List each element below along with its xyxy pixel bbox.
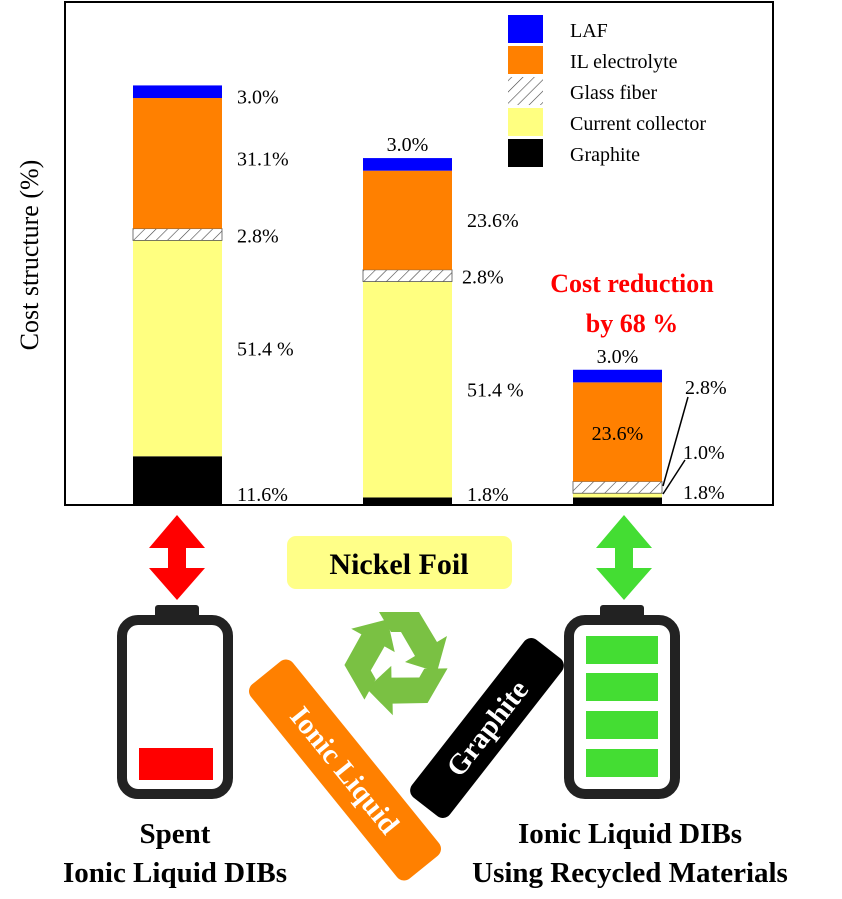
battery-empty-icon [117, 605, 233, 799]
bar-segment-current-collector [363, 281, 452, 498]
data-label: 1.0% [683, 442, 725, 464]
bar-segment-glass-fiber [572, 481, 663, 494]
data-label: 1.8% [683, 482, 725, 504]
legend-label: Current collector [570, 113, 706, 135]
legend-label: Graphite [570, 144, 640, 166]
ionic-liquid-label: Ionic Liquid [283, 701, 405, 841]
bar-segment-graphite [133, 456, 222, 505]
leader-line [662, 459, 686, 495]
legend-swatch [508, 77, 543, 105]
data-label: 3.0% [597, 346, 639, 368]
legend-label: LAF [570, 20, 608, 42]
annotation-line1: Cost reduction [550, 269, 714, 298]
bars [132, 85, 663, 505]
recycle-icon [330, 610, 448, 728]
bar-segment-graphite [363, 497, 452, 505]
bar-segment-glass-fiber [132, 228, 223, 241]
data-label: 3.0% [387, 134, 429, 156]
data-label: 31.1% [237, 148, 289, 170]
left-caption-line1: Spent [140, 818, 211, 850]
legend-swatch [508, 139, 543, 167]
left-caption-line2: Ionic Liquid DIBs [63, 857, 287, 889]
bar-segment-current-collector [573, 493, 662, 498]
leader-line [662, 396, 689, 487]
double-arrow-icon [596, 515, 652, 600]
bar-segment-il-electrolyte [363, 170, 452, 270]
bar-segment-il-electrolyte [573, 382, 662, 482]
annotation-line2: by 68 % [586, 309, 678, 338]
legend-swatch [508, 46, 543, 74]
bar-segment-laf [133, 85, 222, 99]
battery-full-icon [564, 605, 680, 799]
data-labels: 11.6% 51.4 % 2.8% 31.1% 3.0% 1.8% 51.4 % 2.8% 23… [237, 87, 727, 506]
legend-label: Glass fiber [570, 82, 658, 104]
data-label: 3.0% [237, 87, 279, 109]
nickel-foil-label: Nickel Foil [329, 548, 468, 581]
right-caption-line2: Using Recycled Materials [472, 857, 788, 889]
right-caption-line1: Ionic Liquid DIBs [518, 818, 742, 850]
data-label: 51.4 % [237, 338, 294, 360]
bar-segment-graphite [573, 497, 662, 505]
legend-swatch [508, 15, 543, 43]
bar-segment-il-electrolyte [133, 98, 222, 229]
data-label: 23.6% [467, 210, 519, 232]
bar-segment-laf [573, 369, 662, 383]
data-label: 1.8% [467, 484, 509, 506]
data-label: 2.8% [237, 226, 279, 248]
bar-segment-glass-fiber [362, 269, 453, 282]
legend-swatch [508, 108, 543, 136]
bar-segment-laf [363, 158, 452, 171]
data-label: 23.6% [592, 423, 644, 445]
y-axis-label: Cost structure (%) [15, 160, 44, 351]
bar-segment-current-collector [133, 240, 222, 457]
data-label: 2.8% [462, 267, 504, 289]
legend: LAF IL electrolyte Glass fiber Current coll… [508, 15, 706, 167]
double-arrow-icon [149, 515, 205, 600]
data-label: 11.6% [237, 484, 288, 506]
data-label: 51.4 % [467, 380, 524, 402]
nickel-foil-badge [287, 536, 512, 589]
legend-label: IL electrolyte [570, 51, 678, 73]
data-label: 2.8% [685, 377, 727, 399]
